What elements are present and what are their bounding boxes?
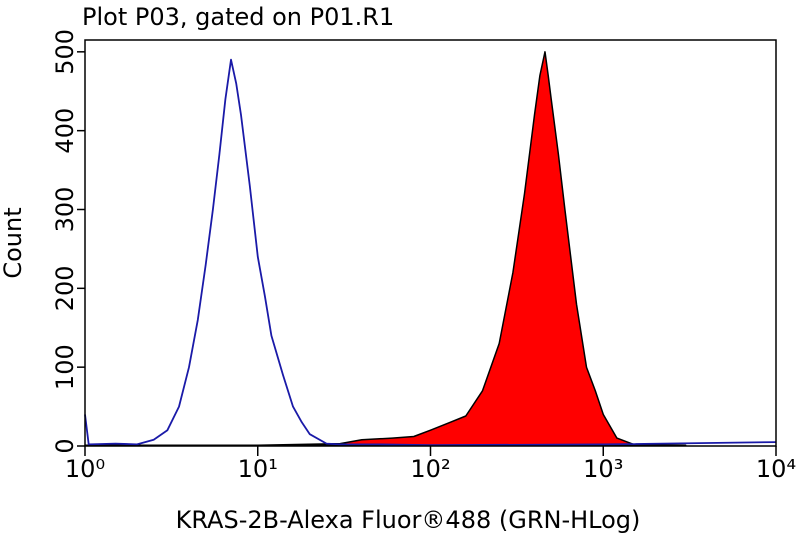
histogram-area [84, 51, 687, 446]
y-tick-label: 500 [51, 29, 79, 75]
x-tick-label: 10³ [583, 455, 623, 483]
x-axis-label: KRAS-2B-Alexa Fluor®488 (GRN-HLog) [176, 506, 641, 534]
histogram-line [84, 58, 777, 447]
y-axis-label: Count [0, 207, 27, 278]
x-tick-label: 10² [410, 455, 450, 483]
plot-frame [84, 39, 777, 447]
y-tick-label: 400 [51, 108, 79, 154]
y-tick-label: 300 [51, 187, 79, 233]
x-tick-label: 10¹ [238, 455, 278, 483]
y-tick-label: 100 [51, 344, 79, 390]
chart-title: Plot P03, gated on P01.R1 [82, 3, 394, 31]
x-tick-label: 10⁰ [65, 455, 105, 483]
y-tick-label: 0 [51, 438, 79, 453]
y-tick-label: 200 [51, 265, 79, 311]
x-tick-label: 10⁴ [756, 455, 796, 483]
